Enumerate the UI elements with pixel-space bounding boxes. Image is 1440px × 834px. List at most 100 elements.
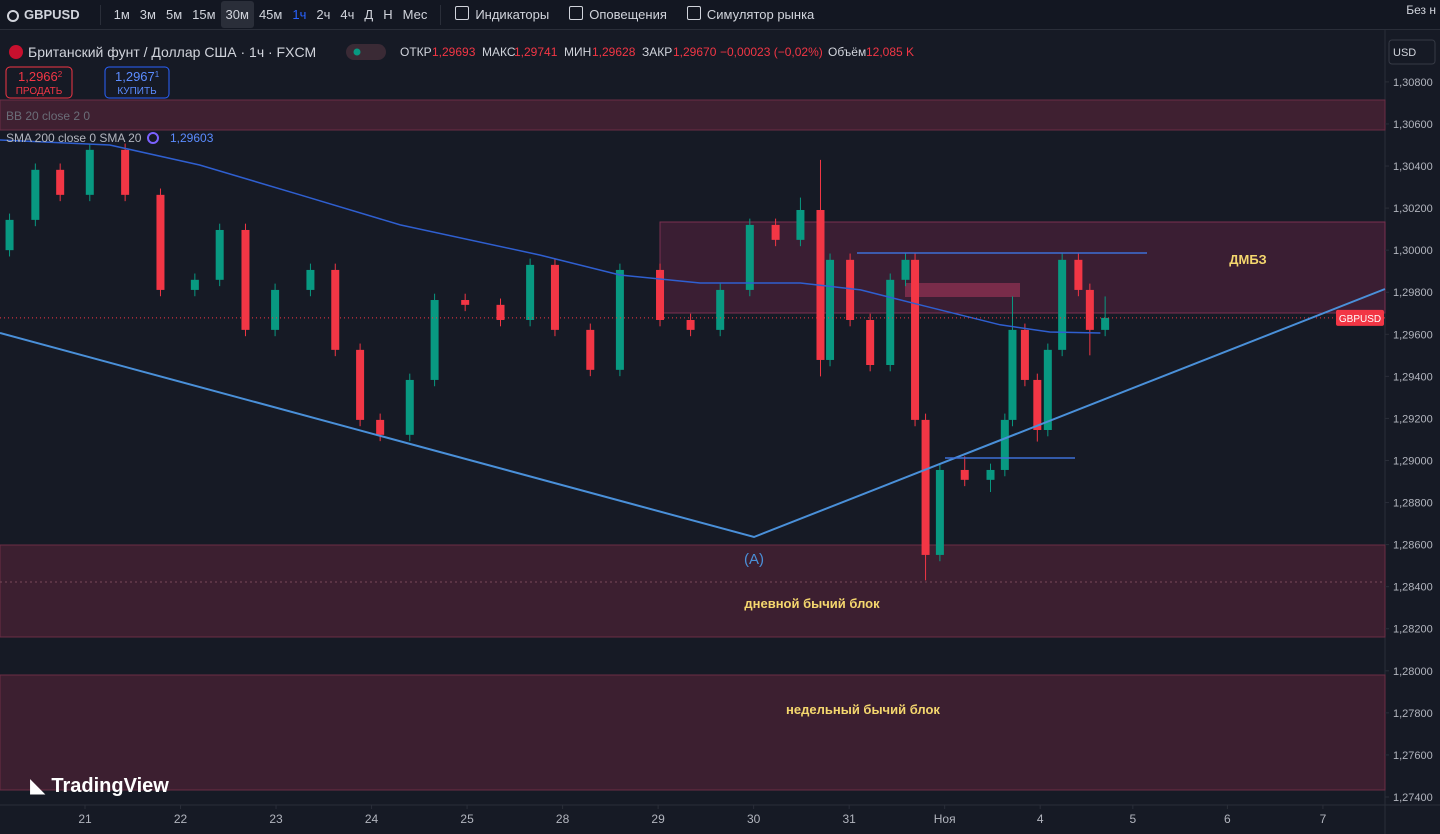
ohlc-value: 1,29693 [432,45,476,59]
interval[interactable]: 1ч [292,7,307,22]
price-tag [1336,309,1384,326]
candle-body [526,264,535,320]
instrument: Британский фунт / Доллар США · 1ч · FXCM [28,44,316,60]
x-tick-label: 25 [460,812,474,826]
candle-body [886,279,895,365]
sell-button[interactable] [5,66,73,99]
x-tick-label: 23 [269,812,283,826]
ohlc-label: ЗАКР [642,45,672,59]
y-tick-label: 1,30400 [1393,161,1433,173]
x-tick-label: 5 [1129,812,1136,826]
zone-label: дневной бычий блок [744,596,880,611]
candle-body [586,329,595,370]
candle-body [241,229,250,330]
candle-body [430,300,439,380]
toolbar-button[interactable]: Индикаторы [449,6,563,22]
price-tag-label: GBPUSD [1339,314,1381,325]
candle-body [496,304,505,320]
y-tick-label: 1,30000 [1393,245,1433,257]
indicator-bb[interactable]: BB 20 close 2 0 [6,109,90,123]
candle-body [1008,329,1017,420]
candle-body [716,289,725,330]
candle-body [771,224,780,240]
x-tick-label: 29 [651,812,665,826]
toolbar-button[interactable]: Оповещения [563,6,681,22]
sma-line [0,139,1101,334]
interval[interactable]: Д [364,7,374,22]
zone [0,674,1386,791]
candle-body [31,169,40,220]
interval[interactable]: 2ч [316,7,331,22]
candle-body [901,259,910,280]
interval[interactable]: 1м [113,7,130,22]
y-tick-label: 1,30200 [1393,203,1433,215]
ohlc-label: МИН [564,45,591,59]
buy-button[interactable] [104,66,170,99]
ohlc: ОТКР 1,29693 МАКС 1,29741 МИН 1,29628 ЗА… [400,45,914,59]
toolbar: GBPUSD 1м 3м 5м 15м 30м 45м 1ч 2ч 4ч Д Н Мес Индика… [0,0,1440,30]
interval[interactable]: 5м [165,7,183,22]
y-tick-label: 1,27800 [1393,708,1433,720]
y-tick-label: 1,29400 [1393,371,1433,383]
candle-body [826,259,835,360]
ohlc-value: 1,29670 [673,45,717,59]
indicator-value: 1,29603 [170,131,214,145]
interval[interactable]: 45м [258,7,283,22]
candle-body [215,229,224,280]
interval[interactable]: 3м [139,7,156,22]
ohlc-value: 1,29741 [514,45,558,59]
logo-mark: ◣ [30,775,46,797]
symbol-search[interactable]: GBPUSD [0,7,92,22]
zone [0,544,1386,638]
y-tick-label: 1,28800 [1393,498,1433,510]
flag-icon [9,45,23,59]
candle-body [376,419,385,435]
x-tick-label: 7 [1320,812,1327,826]
sell-price: 1,29662 [18,69,63,84]
y-tick-label: 1,27400 [1393,792,1433,804]
toolbar-button[interactable]: Симулятор рынка [681,6,828,22]
candle-body [306,269,315,290]
separator [440,4,442,25]
candle-body [911,259,920,420]
logo-text: TradingView [51,775,169,797]
candle-body [935,469,944,555]
plot [0,139,1385,581]
candle-body [85,149,94,195]
indicator-sma[interactable]: SMA 200 close 0 SMA 20 [6,131,142,145]
price: 1,2967 [115,69,155,84]
indicator-icon [147,132,159,144]
candle-body [1058,259,1067,350]
x-tick-label: 21 [78,812,92,826]
x-tick-label: 30 [747,812,761,826]
price: 1,2966 [18,69,58,84]
account[interactable]: Без н [1406,3,1436,17]
separator [99,4,101,25]
currency-button[interactable] [1388,39,1436,65]
x-tick-label: 6 [1224,812,1231,826]
candle-body [921,419,930,555]
interval[interactable]: 4ч [340,7,355,22]
interval-group: 1м 3м 5м 15м 30м 45м 1ч 2ч 4ч Д Н Мес [109,1,433,28]
candle-body [1020,329,1029,380]
interval[interactable]: 30м [220,1,254,28]
price-sup: 1 [155,70,160,79]
candle-body [331,269,340,350]
candle-body [1043,349,1052,430]
candle-body [686,319,695,330]
candle-body [745,224,754,290]
y-tick-label: 1,28600 [1393,540,1433,552]
y-tick-label: 1,27600 [1393,750,1433,762]
ohlc-label: ОТКР [400,45,432,59]
interval[interactable]: Н [383,7,393,22]
interval[interactable]: 15м [192,7,216,22]
trend-line [0,288,1386,539]
candle-body [1074,259,1083,290]
volume-value: 12,085 K [866,45,914,59]
candle-body [1033,379,1042,430]
x-tick-label: 22 [174,812,188,826]
interval[interactable]: Мес [402,7,428,22]
chart: ДМБЗ (A) дневной бычий блок недельный бы… [0,30,1440,834]
x-tick-label: 28 [556,812,570,826]
